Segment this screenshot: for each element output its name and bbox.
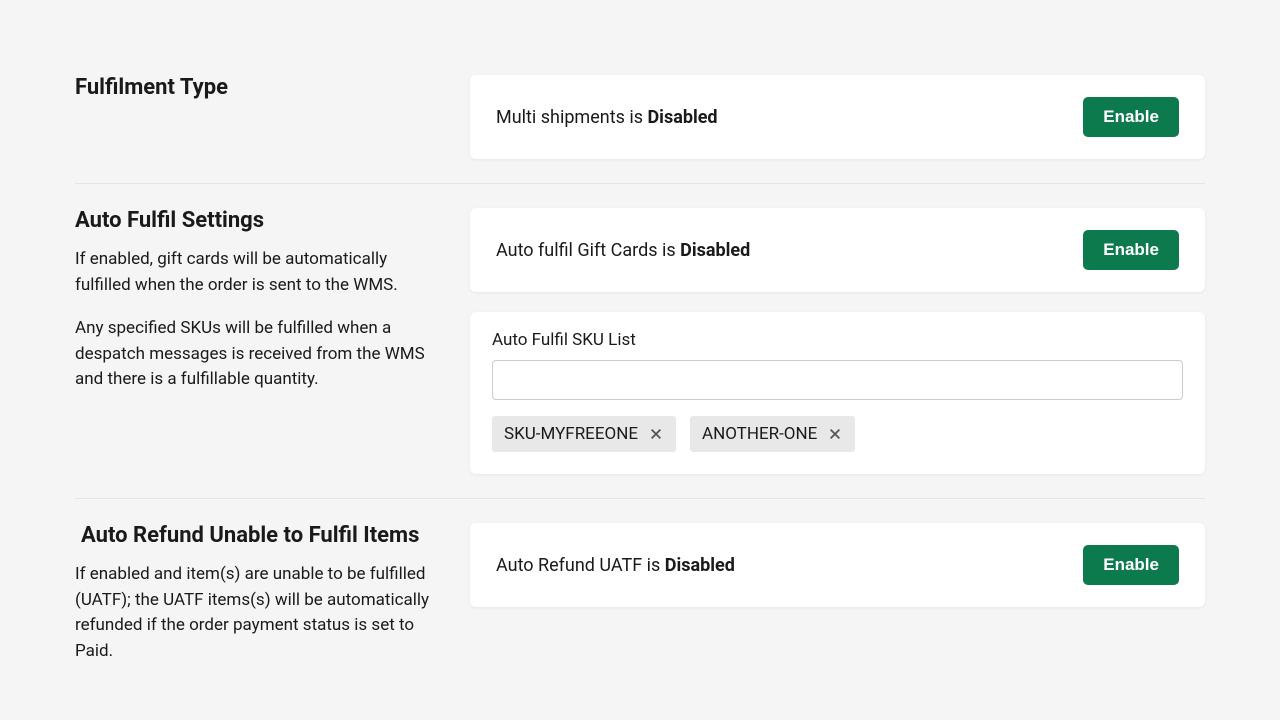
sku-chips-container: SKU-MYFREEONE ANOTHER-ONE <box>492 416 1183 452</box>
multi-shipments-enable-button[interactable]: Enable <box>1083 97 1179 137</box>
auto-fulfil-giftcard-status: Auto fulfil Gift Cards is Disabled <box>496 240 750 261</box>
multi-shipments-status: Multi shipments is Disabled <box>496 107 718 128</box>
sku-list-label: Auto Fulfil SKU List <box>492 330 1183 350</box>
multi-shipments-status-prefix: Multi shipments is <box>496 107 647 128</box>
multi-shipments-card: Multi shipments is Disabled Enable <box>470 75 1205 159</box>
sku-chip-label: ANOTHER-ONE <box>702 424 817 444</box>
auto-refund-status-value: Disabled <box>665 555 735 576</box>
auto-refund-status-prefix: Auto Refund UATF is <box>496 555 665 576</box>
auto-fulfil-giftcard-prefix: Auto fulfil Gift Cards is <box>496 240 680 261</box>
auto-fulfil-title: Auto Fulfil Settings <box>75 208 430 233</box>
sku-chip-label: SKU-MYFREEONE <box>504 424 638 444</box>
auto-fulfil-giftcard-enable-button[interactable]: Enable <box>1083 230 1179 270</box>
auto-refund-title: Auto Refund Unable to Fulfil Items <box>75 523 430 548</box>
sku-chip: SKU-MYFREEONE <box>492 416 676 452</box>
close-icon[interactable] <box>827 426 843 442</box>
auto-refund-card: Auto Refund UATF is Disabled Enable <box>470 523 1205 607</box>
auto-fulfil-giftcard-value: Disabled <box>680 240 750 261</box>
auto-fulfil-section: Auto Fulfil Settings If enabled, gift ca… <box>75 208 1205 499</box>
fulfilment-type-title: Fulfilment Type <box>75 75 430 100</box>
close-icon[interactable] <box>648 426 664 442</box>
auto-fulfil-desc-2: Any specified SKUs will be fulfilled whe… <box>75 316 430 393</box>
multi-shipments-status-value: Disabled <box>647 107 717 128</box>
fulfilment-type-section: Fulfilment Type Multi shipments is Disab… <box>75 75 1205 184</box>
auto-fulfil-desc-1: If enabled, gift cards will be automatic… <box>75 247 430 298</box>
sku-chip: ANOTHER-ONE <box>690 416 855 452</box>
auto-refund-desc: If enabled and item(s) are unable to be … <box>75 562 430 664</box>
auto-fulfil-giftcard-card: Auto fulfil Gift Cards is Disabled Enabl… <box>470 208 1205 292</box>
auto-refund-status: Auto Refund UATF is Disabled <box>496 555 735 576</box>
auto-refund-section: Auto Refund Unable to Fulfil Items If en… <box>75 523 1205 706</box>
sku-list-input[interactable] <box>492 360 1183 400</box>
auto-fulfil-sku-card: Auto Fulfil SKU List SKU-MYFREEONE ANOTH… <box>470 312 1205 474</box>
auto-refund-enable-button[interactable]: Enable <box>1083 545 1179 585</box>
